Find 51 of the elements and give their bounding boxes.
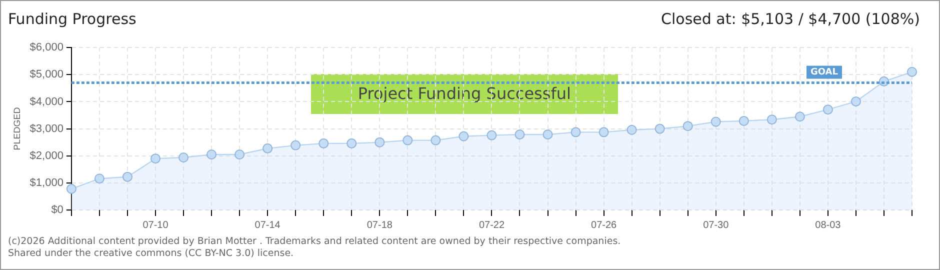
chart-subtitle: Closed at: $5,103 / $4,700 (108%) (661, 10, 920, 30)
point (682, 121, 693, 132)
point (206, 150, 217, 160)
point (570, 127, 581, 138)
point (794, 112, 805, 122)
point (654, 124, 665, 134)
y-tick-label: $3,000 (30, 122, 64, 135)
x-tick-label: 07-10 (142, 220, 169, 231)
x-tick-label: 07-30 (703, 220, 730, 231)
point (122, 172, 132, 182)
banner: Project Funding Successful (311, 74, 618, 114)
point (626, 124, 637, 135)
point (346, 138, 357, 148)
point (514, 129, 525, 140)
y-tick-label: $1,000 (30, 176, 64, 189)
point (822, 104, 833, 115)
point (738, 116, 749, 126)
chart-title: Funding Progress (8, 10, 136, 30)
y-tick-label: $4,000 (30, 96, 64, 108)
point (542, 129, 553, 140)
y-tick-label: $2,000 (30, 150, 64, 162)
point (178, 152, 189, 162)
point (710, 116, 721, 127)
point (598, 127, 609, 138)
point (458, 131, 469, 142)
y-axis-title: PLEDGED (12, 106, 22, 150)
point (766, 114, 777, 125)
point (290, 140, 301, 150)
point (94, 174, 104, 184)
y-tick-label: $6,000 (30, 42, 64, 54)
point (262, 143, 273, 154)
point (374, 137, 385, 148)
point (318, 138, 329, 148)
x-tick-label: 07-22 (478, 220, 505, 231)
text: (c)2026 Additional content provided by Brian Motter . Trademarks and related content are owned by their respective companies. (8, 236, 621, 248)
x-tick-label: 08-03 (815, 220, 842, 231)
x-tick-label: 07-14 (254, 220, 281, 231)
point (486, 130, 497, 140)
point (402, 135, 413, 146)
point (907, 66, 917, 77)
point (430, 135, 441, 146)
point (150, 154, 160, 164)
x-tick-label: 07-26 (591, 220, 618, 231)
point (66, 184, 76, 194)
point (234, 150, 245, 160)
x-tick-label: 07-18 (366, 220, 393, 231)
y-tick-label: $5,000 (30, 68, 64, 81)
ref-line-label: GOAL (810, 68, 838, 78)
text: Shared under the creative commons (CC BY-NC 3.0) license. (8, 248, 295, 260)
y-tick-label: $0 (51, 204, 64, 216)
point (850, 96, 861, 106)
